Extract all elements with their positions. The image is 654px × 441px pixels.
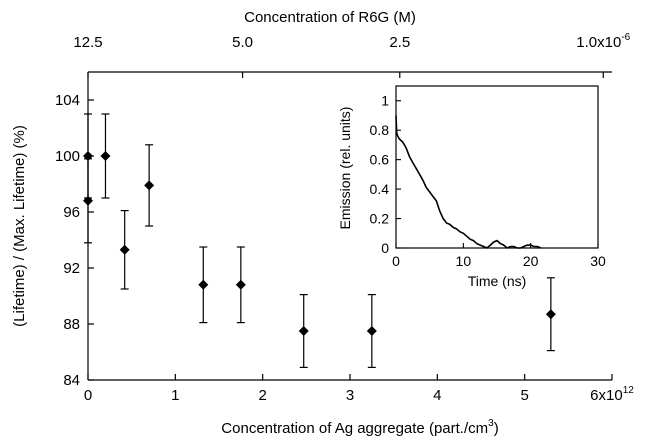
diamond-marker: [100, 151, 111, 161]
inset-y-axis-ticks: 0 0.2 0.4 0.6 0.8 1: [370, 93, 401, 256]
x-tick-label-superscript: 12: [623, 385, 635, 396]
y-axis-ticks: 84 88 92 96 100 104: [55, 92, 94, 389]
data-point-with-error-bar: [100, 113, 111, 199]
y-tick-label: 100: [55, 148, 80, 165]
x-axis-ticks: 0 1 2 3 4 5 6x1012: [84, 374, 634, 404]
top-tick-label-text: 2.5: [389, 34, 410, 51]
inset-x-tick-label: 30: [590, 253, 606, 269]
y-tick-label: 88: [63, 316, 80, 333]
y-tick-label: 96: [63, 204, 80, 221]
x-tick-label-text: 2: [258, 387, 266, 404]
diamond-marker: [366, 326, 377, 336]
x-tick-label-text: 6x10: [590, 387, 623, 404]
diamond-marker: [198, 279, 209, 290]
x-tick-label: 1: [171, 387, 179, 404]
data-points: [83, 113, 556, 368]
inset-x-tick-label: 0: [392, 253, 400, 269]
inset-frame: [395, 85, 599, 249]
inset-y-tick-label: 0.6: [370, 152, 390, 168]
y-tick-label: 92: [63, 260, 80, 277]
data-point-with-error-bar: [298, 294, 309, 368]
top-tick-label: 5.0: [232, 34, 253, 51]
diamond-marker: [144, 180, 155, 191]
inset-x-axis-title: Time (ns): [468, 273, 527, 289]
data-point-with-error-bar: [119, 210, 130, 290]
x-tick-label-text: 5: [520, 387, 528, 404]
inset-x-axis-ticks: 0 10 20 30: [392, 243, 606, 269]
inset-y-tick-label: 0.2: [370, 211, 390, 227]
y-tick-label: 84: [63, 372, 80, 389]
inset-y-tick-label: 0.4: [370, 181, 390, 197]
diamond-marker: [545, 309, 556, 320]
data-point-with-error-bar: [198, 246, 209, 324]
x-axis-title-superscript: 3: [488, 418, 494, 429]
x-tick-label: 3: [346, 387, 354, 404]
x-tick-label-text: 0: [84, 387, 92, 404]
data-point-with-error-bar: [366, 294, 377, 368]
inset-y-axis-title: Emission (rel. units): [337, 107, 353, 230]
top-axis-title: Concentration of R6G (M): [244, 9, 416, 26]
x-axis-title: Concentration of Ag aggregate (part./cm3…: [221, 418, 498, 437]
x-tick-label: 2: [258, 387, 266, 404]
inset-y-tick-label: 0: [381, 240, 389, 256]
inset-x-tick-label: 20: [523, 253, 539, 269]
diamond-marker: [235, 279, 246, 290]
x-tick-label-text: 1: [171, 387, 179, 404]
data-point-with-error-bar: [83, 158, 93, 244]
inset-plot: 0 10 20 30 0 0.2 0.4 0.6 0.8 1 Time (ns) Emissio…: [337, 85, 606, 289]
top-tick-label: 2.5: [389, 34, 410, 51]
top-tick-label-text: 12.5: [73, 34, 102, 51]
inset-x-tick-label: 10: [456, 253, 472, 269]
x-axis-title-main: Concentration of Ag aggregate (part./cm: [221, 420, 488, 437]
top-tick-label-text: 1.0x10: [576, 34, 621, 51]
inset-y-tick-label: 0.8: [370, 122, 390, 138]
inset-decay-curve: [395, 115, 542, 249]
x-tick-label-text: 4: [433, 387, 441, 404]
x-tick-label: 6x1012: [590, 385, 634, 404]
top-axis-ticks: 12.5 5.0 2.5 1.0x10-6: [73, 32, 631, 78]
x-tick-label: 0: [84, 387, 92, 404]
diamond-marker: [298, 326, 309, 336]
top-tick-label: 1.0x10-6: [576, 32, 630, 51]
x-tick-label: 5: [520, 387, 528, 404]
y-axis-title: (Lifetime) / (Max. Lifetime) (%): [11, 125, 28, 327]
top-tick-label: 12.5: [73, 34, 102, 51]
data-point-with-error-bar: [144, 144, 155, 227]
top-tick-label-text: 5.0: [232, 34, 253, 51]
diamond-marker: [119, 244, 130, 255]
inset-y-tick-label: 1: [381, 93, 389, 109]
data-point-with-error-bar: [545, 277, 556, 352]
data-point-with-error-bar: [235, 246, 246, 324]
top-tick-label-superscript: -6: [621, 32, 630, 43]
x-tick-label-text: 3: [346, 387, 354, 404]
x-axis-title-end: ): [494, 420, 499, 437]
y-tick-label: 104: [55, 92, 80, 109]
x-tick-label: 4: [433, 387, 441, 404]
diamond-marker: [83, 195, 93, 206]
